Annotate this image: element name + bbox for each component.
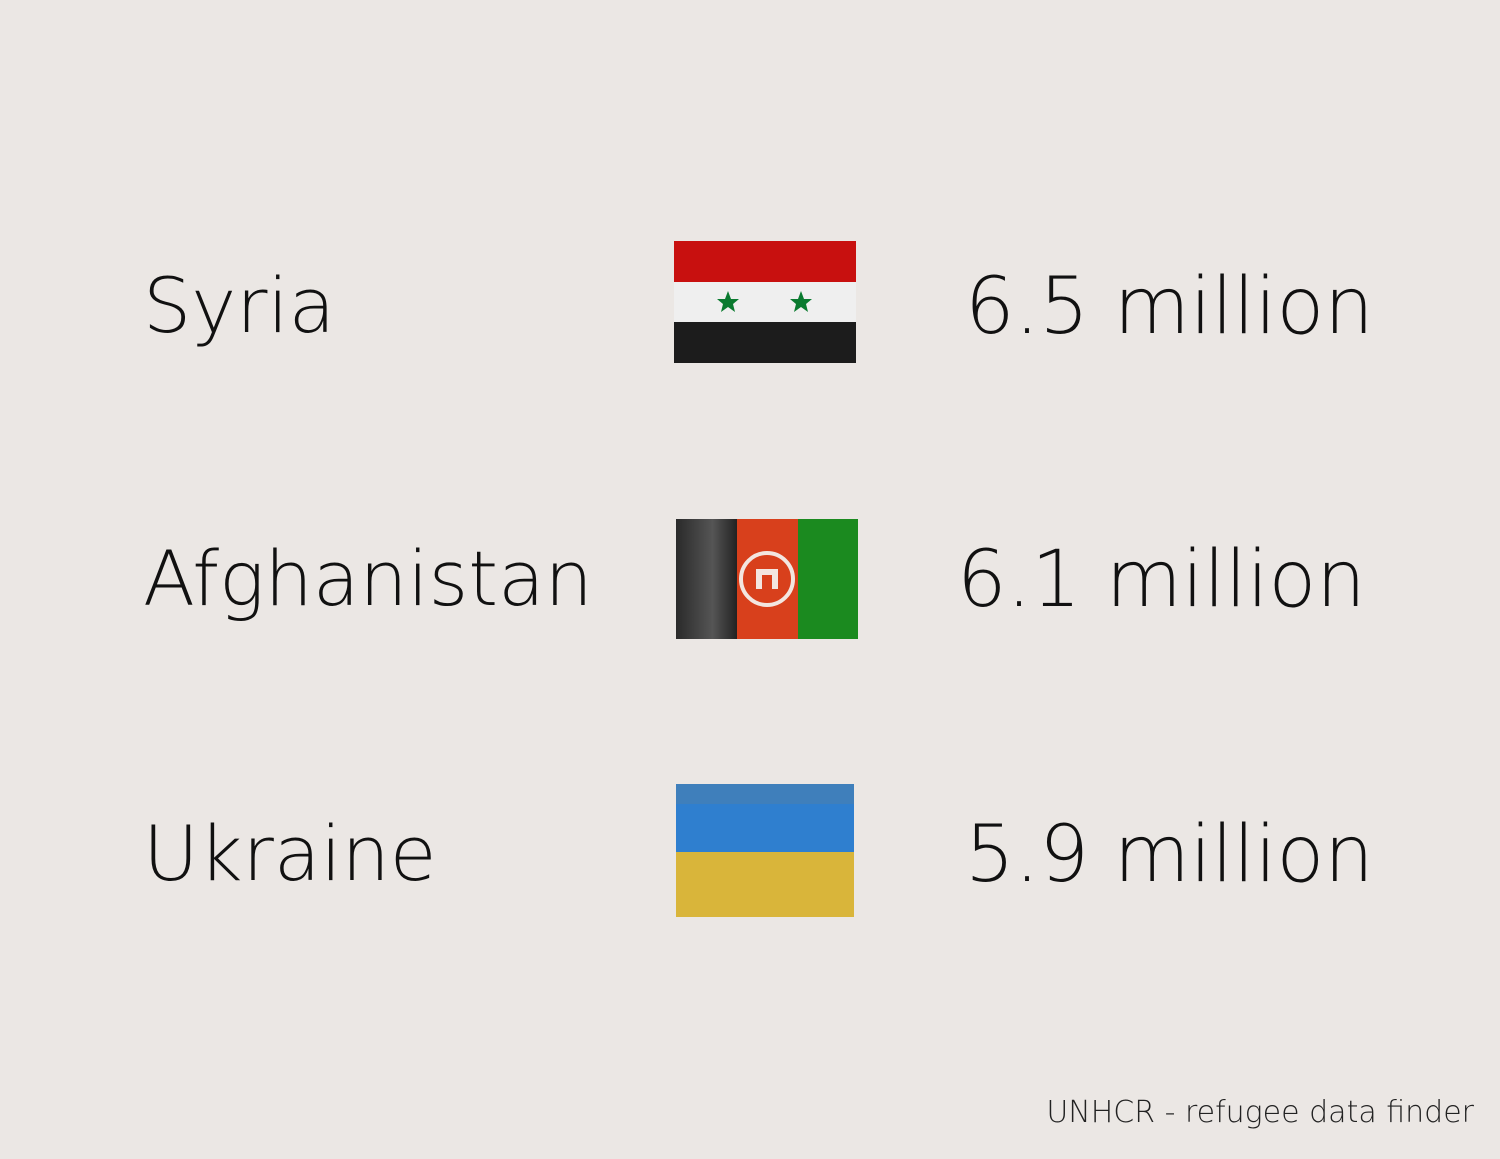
- afghanistan-flag: [676, 519, 858, 639]
- source-note: UNHCR - refugee data finder: [1046, 1095, 1474, 1130]
- refugee-count: 5.9 million: [965, 810, 1374, 900]
- country-name: Afghanistan: [143, 534, 593, 623]
- refugee-count: 6.1 million: [957, 535, 1366, 625]
- refugee-count: 6.5 million: [965, 262, 1374, 352]
- country-name: Ukraine: [143, 809, 437, 898]
- country-name: Syria: [143, 261, 336, 350]
- syria-flag: [674, 241, 856, 363]
- ukraine-flag: [676, 784, 854, 917]
